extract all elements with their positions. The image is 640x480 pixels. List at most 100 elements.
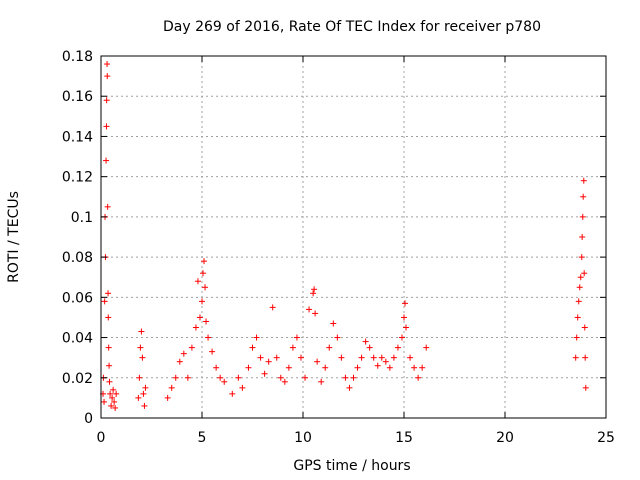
- y-tick-label: 0.16: [62, 89, 93, 105]
- data-point: [306, 306, 313, 313]
- data-point: [245, 364, 252, 371]
- data-point: [200, 270, 207, 277]
- data-point: [423, 344, 430, 351]
- data-point: [229, 390, 236, 397]
- data-point: [415, 374, 422, 381]
- data-point: [277, 374, 284, 381]
- data-point: [103, 157, 110, 164]
- data-point: [281, 378, 288, 385]
- x-axis-label: GPS time / hours: [293, 458, 410, 474]
- data-point: [112, 404, 119, 411]
- data-point: [370, 354, 377, 361]
- data-point: [136, 374, 143, 381]
- grid-lines: [101, 56, 606, 418]
- data-point: [138, 328, 145, 335]
- data-point: [579, 234, 586, 240]
- data-point: [314, 358, 321, 365]
- data-point: [390, 354, 397, 361]
- data-point: [106, 378, 113, 385]
- data-point: [581, 324, 588, 331]
- y-tick-labels: 0 0.02 0.04 0.06 0.08 0.1 0.12 0.14 0.16 0.18: [62, 49, 93, 427]
- axis-ticks: [100, 55, 607, 419]
- data-point: [184, 374, 191, 381]
- y-tick-label: 0.14: [62, 129, 93, 145]
- data-point: [330, 320, 337, 327]
- x-tick-label: 5: [198, 430, 207, 446]
- data-point: [302, 374, 309, 381]
- data-point: [285, 364, 292, 371]
- data-point: [101, 298, 108, 305]
- data-point: [269, 304, 276, 311]
- y-tick-label: 0.04: [62, 331, 93, 347]
- data-point: [113, 390, 120, 397]
- data-point: [109, 394, 116, 401]
- y-tick-label: 0.02: [62, 371, 93, 387]
- data-point: [326, 344, 333, 351]
- data-point: [217, 374, 224, 381]
- data-point: [573, 334, 580, 341]
- data-point: [581, 270, 588, 277]
- data-point: [411, 364, 418, 371]
- data-point: [574, 314, 581, 321]
- data-point: [577, 274, 584, 281]
- data-point: [293, 334, 300, 341]
- data-point: [105, 290, 112, 297]
- data-point: [137, 344, 144, 351]
- data-point: [257, 354, 264, 361]
- data-point: [106, 362, 113, 369]
- y-tick-label: 0.12: [62, 170, 93, 186]
- data-point: [374, 362, 381, 369]
- data-point: [378, 354, 385, 361]
- y-tick-label: 0.06: [62, 290, 93, 306]
- data-point: [104, 203, 111, 210]
- data-point: [382, 358, 389, 365]
- data-point: [407, 354, 414, 361]
- data-point: [104, 61, 111, 68]
- data-point: [398, 334, 405, 341]
- data-points: [100, 61, 589, 411]
- data-point: [249, 344, 256, 351]
- data-point: [358, 354, 365, 361]
- data-point: [203, 318, 210, 325]
- data-point: [196, 314, 203, 321]
- y-axis-label: ROTI / TECUs: [6, 191, 22, 283]
- data-point: [580, 177, 587, 184]
- data-point: [310, 290, 317, 297]
- plot-frame: [100, 55, 607, 419]
- x-tick-label: 0: [97, 430, 106, 446]
- data-point: [105, 344, 112, 351]
- data-point: [312, 310, 319, 317]
- x-tick-label: 15: [395, 430, 413, 446]
- data-point: [419, 364, 426, 371]
- x-tick-label: 10: [294, 430, 312, 446]
- data-point: [221, 378, 228, 385]
- data-point: [202, 284, 209, 291]
- data-point: [579, 213, 586, 220]
- data-point: [103, 97, 110, 104]
- data-point: [273, 354, 280, 361]
- data-point: [192, 324, 199, 331]
- data-point: [289, 344, 296, 351]
- data-point: [572, 354, 579, 361]
- data-point: [350, 374, 357, 381]
- data-point: [205, 334, 212, 341]
- x-tick-labels: 0 5 10 15 20 25: [97, 430, 615, 446]
- data-point: [142, 384, 149, 391]
- data-point: [104, 73, 111, 80]
- data-point: [110, 386, 117, 393]
- data-point: [168, 384, 175, 391]
- data-point: [199, 298, 205, 305]
- data-point: [139, 354, 146, 361]
- x-tick-label: 20: [496, 430, 514, 446]
- data-point: [172, 374, 179, 381]
- y-tick-label: 0: [84, 411, 93, 427]
- data-point: [105, 314, 112, 321]
- data-point: [403, 324, 410, 331]
- data-point: [107, 390, 114, 397]
- data-point: [180, 350, 187, 357]
- data-point: [103, 123, 110, 130]
- data-point: [176, 358, 183, 365]
- data-point: [394, 344, 401, 351]
- data-point: [401, 314, 407, 321]
